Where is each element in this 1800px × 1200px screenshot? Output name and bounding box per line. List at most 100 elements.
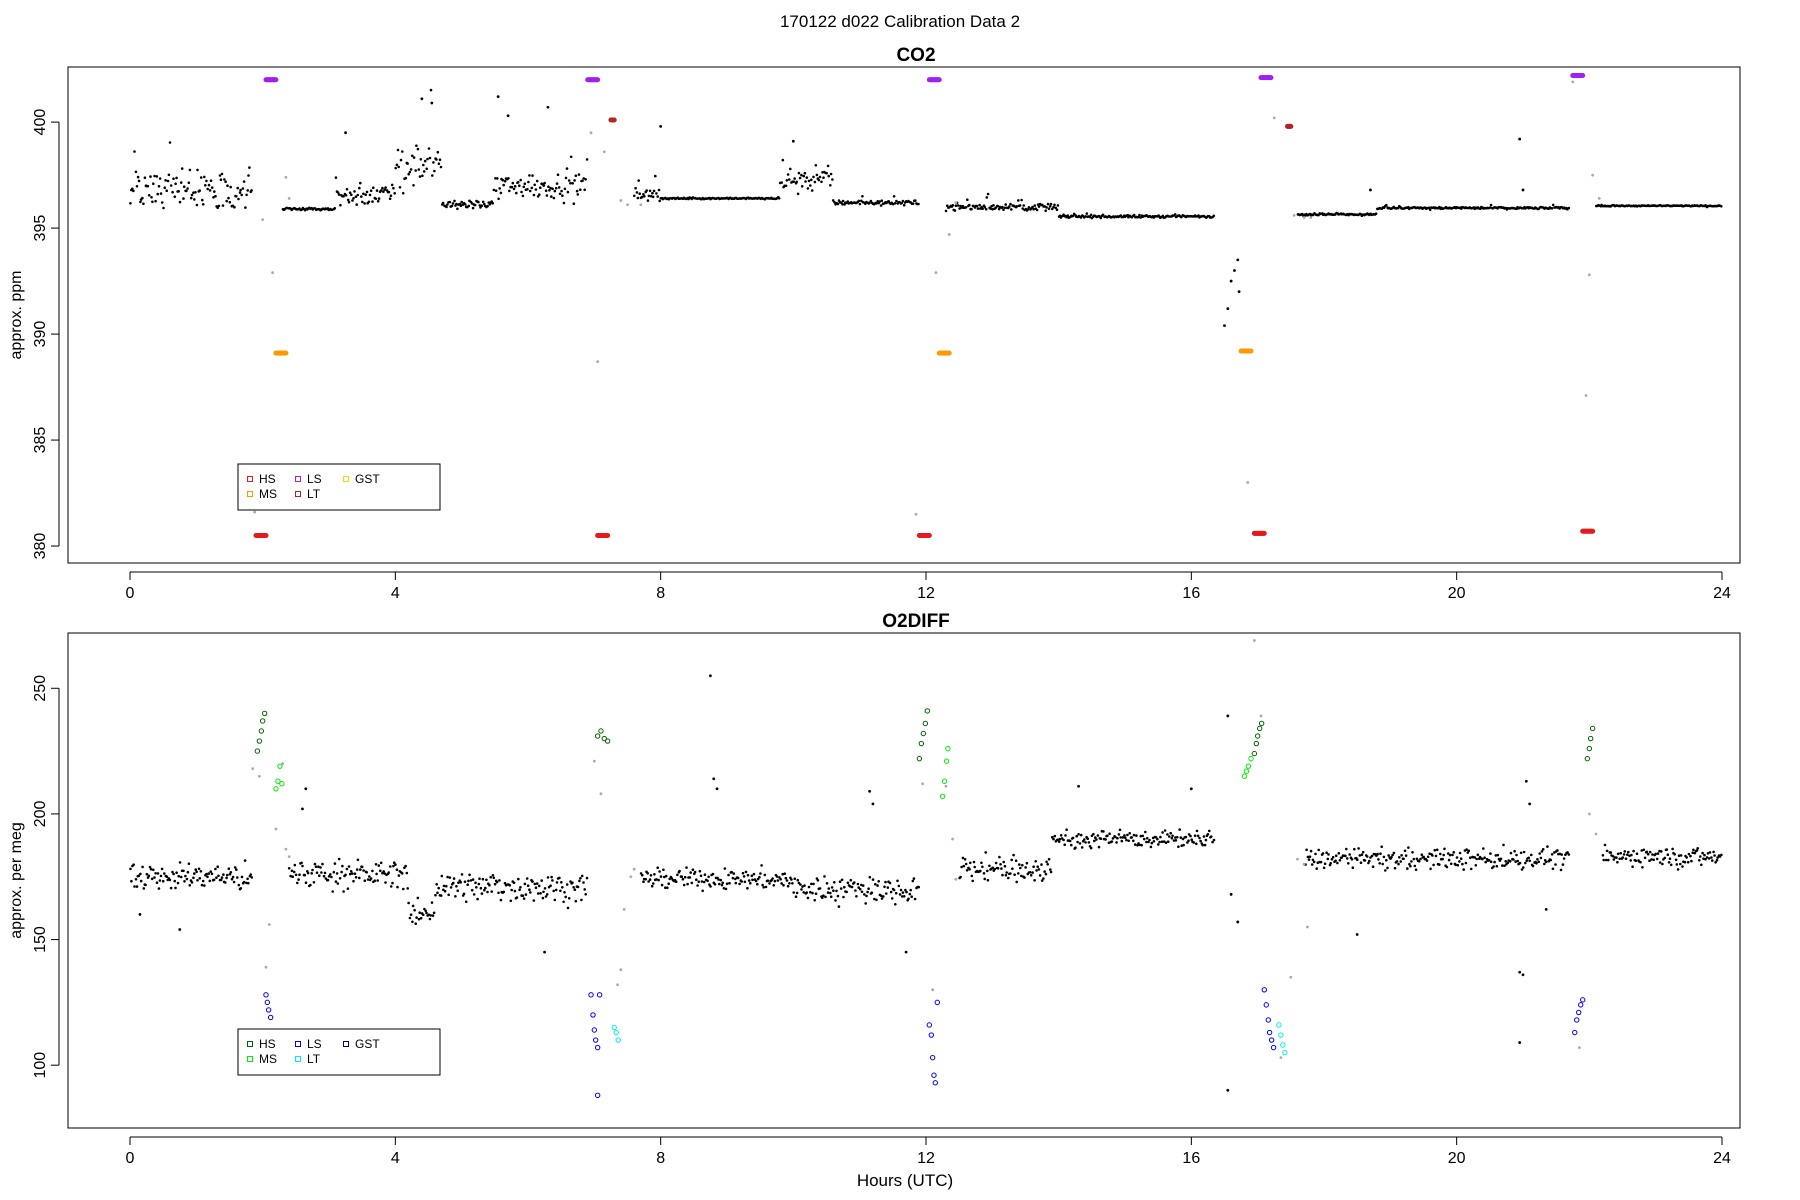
o2diff-ambient-point [1390,856,1393,859]
co2-ambient-point [545,194,549,197]
o2diff-ambient-point [436,891,439,895]
o2diff-ambient-point [699,874,703,878]
co2-ambient-point [503,179,507,183]
o2diff-ambient-point [1639,860,1642,864]
o2diff-ambient-point [442,888,445,892]
o2diff-ambient-point [150,877,154,881]
co2-ambient-point [1138,213,1141,217]
o2diff-ambient-point [1524,779,1528,783]
co2-ambient-point [235,195,238,198]
o2diff-ambient-point [1395,860,1399,863]
co2-ambient-point [780,181,783,184]
o2diff-ambient-point [1377,858,1380,861]
o2diff-flagged-point [257,774,261,778]
o2diff-flagged-point [616,983,619,987]
co2-calibration-point-ls [936,77,942,83]
co2-ambient-point [242,180,246,183]
co2-ambient-point [797,171,801,175]
o2diff-ambient-point [544,895,548,898]
o2diff-ambient-point [1503,864,1506,867]
o2diff-ambient-point [1204,838,1208,842]
co2-ambient-point [160,201,164,204]
co2-ambient-point [220,172,224,176]
o2diff-ambient-point [1179,836,1183,839]
co2-calibration-point-ls [1580,72,1586,78]
co2-ambient-point [554,186,558,190]
co2-ambient-point [336,191,340,194]
co2-ambient-point [412,156,416,159]
o2diff-ambient-point [1326,857,1330,861]
co2-ambient-point [829,172,833,176]
o2diff-ambient-point [389,885,393,888]
o2diff-calibration-point-ls [928,1032,935,1038]
o2diff-calibration-point-hs [601,735,607,742]
o2diff-ambient-point [1114,835,1117,839]
o2diff-x-axis-label: Hours (UTC) [857,1171,953,1190]
o2diff-ambient-point [304,881,308,884]
o2diff-ambient-point [1195,842,1198,846]
co2-ambient-point [467,204,471,208]
co2-ambient-point [656,195,659,198]
co2-ambient-point [820,180,823,184]
o2diff-ambient-point [717,878,720,881]
o2diff-ambient-point [1616,852,1620,856]
o2diff-ambient-point [1654,852,1657,856]
o2diff-ambient-point [354,876,358,879]
o2diff-ambient-point [1467,849,1471,853]
o2diff-ambient-point [383,872,387,875]
o2diff-calibration-point-ls [1263,1002,1269,1008]
o2diff-ambient-point [509,899,513,903]
o2diff-ambient-point [1319,860,1323,864]
o2diff-ambient-point [389,865,392,868]
o2diff-ambient-point [1673,853,1676,856]
o2diff-calibration-point-ls [929,1054,936,1061]
o2diff-ambient-point [842,895,845,899]
co2-ambient-point [362,192,365,196]
o2diff-ambient-point [693,870,697,874]
co2-ambient-point [425,167,429,171]
o2diff-ambient-point [405,871,409,875]
o2diff-ambient-point [1229,892,1233,896]
o2diff-ambient-point [888,881,892,885]
o2diff-ambient-point [998,855,1001,859]
o2diff-ambient-point [1392,851,1396,855]
o2diff-ambient-point [138,913,142,916]
co2-ambient-point [791,139,795,143]
o2diff-ambient-point [1691,851,1694,854]
co2-ambient-point [547,185,550,188]
co2-ambient-point [409,168,413,171]
o2diff-ambient-point [723,867,727,870]
o2diff-ambient-point [217,874,220,878]
o2diff-ambient-point [1117,833,1121,836]
o2diff-ambient-point [1135,834,1138,837]
o2diff-calibration-point-hs [1587,735,1594,742]
o2diff-ambient-point [477,882,481,886]
o2diff-ambient-point [1458,860,1461,863]
o2diff-ambient-point [1053,834,1057,838]
co2-ambient-point [557,186,561,189]
o2diff-x-tick-label: 4 [391,1150,400,1167]
o2diff-ambient-point [533,882,537,886]
co2-ambient-point [361,200,364,204]
o2diff-ambient-point [1692,848,1695,852]
o2diff-ambient-point [1696,847,1699,850]
co2-ambient-point [371,200,374,203]
o2diff-ambient-point [1089,846,1093,850]
o2diff-ambient-point [377,864,381,867]
o2diff-ambient-point [1031,871,1034,874]
co2-ambient-point [129,202,132,205]
o2diff-ambient-point [983,877,986,881]
o2diff-calibration-point-ls [267,1014,274,1021]
co2-ambient-point [893,202,897,205]
o2diff-ambient-point [424,909,428,913]
co2-ambient-point [1173,213,1177,216]
o2diff-ambient-point [1036,865,1039,868]
co2-ambient-point [346,198,350,202]
o2diff-ambient-point [145,872,149,876]
o2diff-ambient-point [1484,860,1487,864]
co2-ambient-point [132,189,135,193]
o2diff-ambient-point [1702,857,1705,860]
o2diff-ambient-point [706,879,709,883]
o2diff-ambient-point [365,871,369,874]
